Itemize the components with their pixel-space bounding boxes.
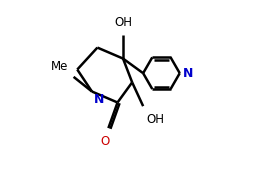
Text: N: N (94, 93, 104, 106)
Text: N: N (182, 67, 193, 80)
Text: O: O (100, 135, 109, 148)
Text: OH: OH (147, 113, 165, 126)
Text: OH: OH (114, 16, 132, 29)
Text: Me: Me (51, 60, 68, 73)
